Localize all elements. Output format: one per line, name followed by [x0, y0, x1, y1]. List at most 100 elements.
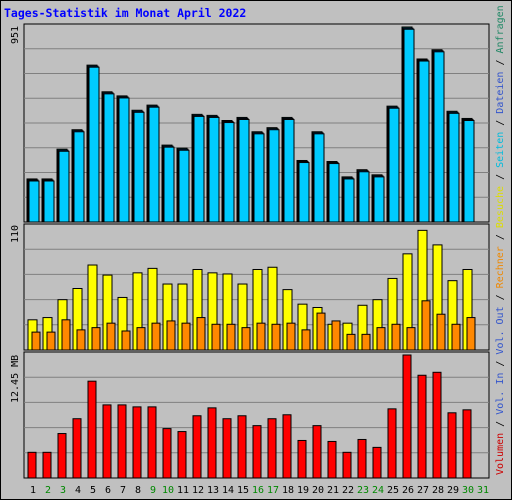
bar-seiten-day-17 [268, 129, 280, 223]
bar-seiten-day-12 [193, 115, 205, 223]
bar-rechner-day-16 [256, 322, 266, 351]
bar-seiten-day-21 [328, 163, 340, 223]
bar-volumen-day-9 [147, 406, 157, 479]
bar-rechner-day-22 [346, 333, 356, 351]
bar-volumen-day-8 [132, 406, 142, 479]
day-label: 30 [462, 485, 474, 496]
bar-seiten-day-20 [313, 133, 325, 223]
day-label: 17 [267, 485, 279, 496]
legend-text: Rechner [495, 246, 506, 288]
day-label: 26 [402, 485, 414, 496]
legend-text: / [495, 355, 506, 373]
bar-volumen-day-22 [342, 451, 352, 479]
bar-seiten-day-22 [343, 178, 355, 223]
bar-seiten-day-10 [163, 146, 175, 223]
bar-seiten-day-14 [223, 122, 235, 223]
day-label: 14 [222, 485, 234, 496]
legend-text: / [495, 168, 506, 186]
legend-text: / [495, 53, 506, 71]
panel-hits-max-label: 951 [10, 26, 21, 44]
chart-title: Tages-Statistik im Monat April 2022 [4, 6, 246, 20]
bar-rechner-day-26 [406, 327, 416, 351]
bar-volumen-day-28 [432, 371, 442, 479]
legend-text: Volumen [495, 433, 506, 475]
bar-volumen-day-20 [312, 425, 322, 479]
legend-text: Vol. In [495, 373, 506, 415]
bar-seiten-day-13 [208, 116, 220, 223]
bar-seiten-day-26 [403, 28, 415, 223]
day-label: 18 [282, 485, 294, 496]
bar-rechner-day-23 [361, 333, 371, 351]
day-label: 8 [135, 485, 141, 496]
bar-seiten-day-23 [358, 171, 370, 223]
bar-volumen-day-21 [327, 440, 337, 479]
day-label: 1 [30, 485, 36, 496]
day-label: 25 [387, 485, 399, 496]
bar-rechner-day-10 [166, 320, 176, 351]
day-label: 21 [327, 485, 339, 496]
day-label: 9 [150, 485, 156, 496]
bar-rechner-day-2 [46, 331, 56, 351]
day-label: 5 [90, 485, 96, 496]
bar-rechner-day-8 [136, 327, 146, 351]
panel-hits-bars [26, 26, 475, 223]
panel-visits-max-label: 110 [10, 225, 21, 243]
bar-seiten-day-7 [118, 97, 130, 223]
bar-volumen-day-24 [372, 446, 382, 479]
panel-volume-max-label: 12.45 MB [10, 355, 21, 403]
bar-volumen-day-6 [102, 404, 112, 479]
bar-volumen-day-14 [222, 418, 232, 479]
legend-text: / [495, 288, 506, 306]
panel-volume: 12.45 MB [10, 351, 490, 479]
bar-rechner-day-30 [466, 317, 476, 351]
bar-volumen-day-10 [162, 428, 172, 479]
bar-volumen-day-4 [72, 418, 82, 479]
bar-rechner-day-14 [226, 323, 236, 351]
legend-text: Besuche [495, 186, 506, 228]
bar-rechner-day-28 [436, 313, 446, 351]
bar-rechner-day-17 [271, 323, 281, 351]
legend-text: / [495, 114, 506, 132]
panel-visits-bars [27, 229, 476, 351]
bar-volumen-day-19 [297, 439, 307, 479]
legend-text: / [495, 415, 506, 433]
bar-volumen-day-12 [192, 415, 202, 479]
bar-rechner-day-25 [391, 323, 401, 351]
day-label: 20 [312, 485, 324, 496]
bar-volumen-day-23 [357, 438, 367, 479]
bar-rechner-day-12 [196, 317, 206, 351]
bar-volumen-day-26 [402, 354, 412, 479]
bar-seiten-day-18 [283, 118, 295, 223]
bar-rechner-day-24 [376, 327, 386, 351]
legend-text: Vol. Out [495, 306, 506, 354]
bar-volumen-day-15 [237, 415, 247, 479]
day-axis-labels: 1 2 3 4 5 6 7 8 9 10 11 12 13 14 15 16 17 18 19 20 21 22 23 24 2… [30, 485, 489, 496]
bar-seiten-day-5 [88, 66, 100, 223]
bar-rechner-day-29 [451, 323, 461, 351]
bar-volumen-day-11 [177, 431, 187, 479]
day-label: 29 [447, 485, 459, 496]
bar-volumen-day-5 [87, 380, 97, 479]
bar-seiten-day-30 [463, 120, 475, 223]
bar-seiten-day-19 [298, 162, 310, 223]
day-label: 6 [105, 485, 111, 496]
legend-text: / [495, 228, 506, 246]
bar-volumen-day-2 [42, 451, 52, 479]
bar-seiten-day-27 [418, 60, 430, 223]
day-label: 24 [372, 485, 384, 496]
bar-volumen-day-18 [282, 414, 292, 479]
bar-volumen-day-3 [57, 433, 67, 479]
bar-volumen-day-1 [27, 451, 37, 479]
bar-seiten-day-16 [253, 133, 265, 223]
bar-volumen-day-7 [117, 404, 127, 479]
day-label: 4 [75, 485, 81, 496]
day-label: 2 [45, 485, 51, 496]
day-label: 13 [207, 485, 219, 496]
panel-visits: 110 [10, 223, 490, 351]
bar-rechner-day-9 [151, 322, 161, 351]
bar-rechner-day-1 [31, 331, 41, 351]
bar-seiten-day-2 [43, 180, 55, 223]
bar-seiten-day-15 [238, 118, 250, 223]
bar-seiten-day-24 [373, 176, 385, 223]
bar-volumen-day-16 [252, 425, 262, 479]
